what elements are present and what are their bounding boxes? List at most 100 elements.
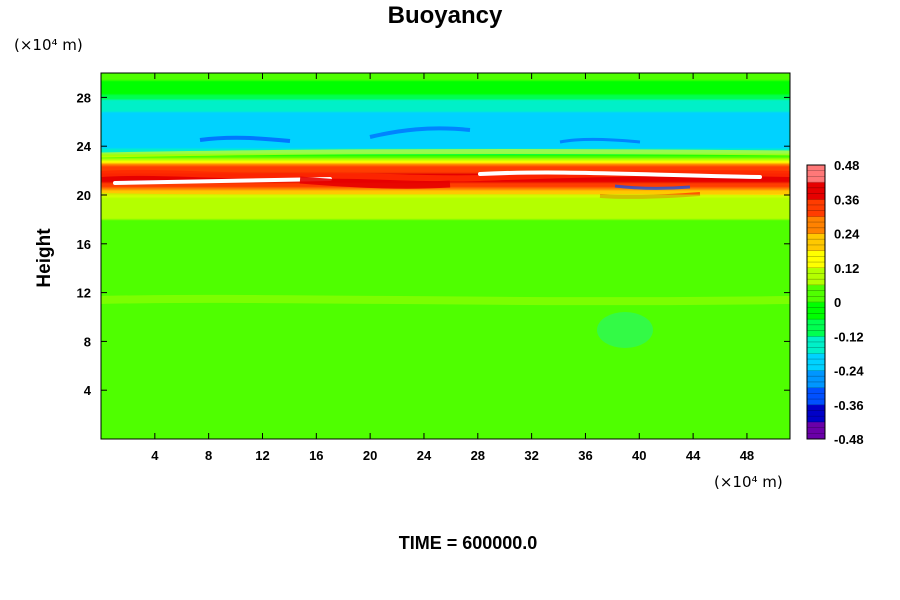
heatmap-band — [101, 94, 790, 99]
heatmap-band — [101, 382, 790, 387]
heatmap-band — [101, 202, 790, 206]
heatmap-band — [101, 216, 790, 221]
heatmap-band — [101, 380, 790, 384]
heatmap-band — [101, 436, 790, 439]
heatmap-band — [101, 158, 790, 162]
heatmap-band — [101, 90, 790, 94]
heatmap-band — [101, 417, 790, 421]
heatmap-band — [101, 399, 790, 404]
x-tick-label: 44 — [686, 448, 701, 463]
x-tick-label: 20 — [363, 448, 377, 463]
heatmap-band — [101, 260, 790, 265]
heatmap-band — [101, 387, 790, 391]
heatmap-band — [101, 114, 790, 118]
heatmap-band — [101, 358, 790, 362]
dark-blue-streak-a — [199, 135, 291, 143]
heatmap-band — [101, 141, 790, 145]
heatmap-band — [101, 424, 790, 428]
heatmap-band — [101, 426, 790, 431]
heatmap-band — [101, 368, 790, 372]
heatmap-band — [101, 270, 790, 274]
colorbar-tick-label: 0 — [834, 295, 841, 310]
heatmap-band — [101, 407, 790, 411]
colorbar-tick-label: 0.24 — [834, 227, 860, 242]
heatmap-band — [101, 421, 790, 426]
heatmap-band — [101, 160, 790, 165]
heatmap-band — [101, 392, 790, 396]
heatmap-band — [101, 273, 790, 277]
x-tick-label: 40 — [632, 448, 646, 463]
heatmap-band — [101, 390, 790, 394]
heatmap-band — [101, 212, 790, 216]
heatmap-band — [101, 131, 790, 135]
heatmap-band — [101, 226, 790, 230]
heatmap-band — [101, 153, 790, 157]
colorbar-swatch — [807, 302, 825, 320]
heatmap-band — [101, 404, 790, 409]
x-tick-label: 48 — [740, 448, 754, 463]
heatmap-band — [101, 275, 790, 279]
heatmap-band — [101, 409, 790, 413]
colorbar-swatch — [807, 404, 825, 423]
heatmap-band — [101, 299, 790, 304]
heatmap-band — [101, 219, 790, 223]
heatmap-band — [101, 370, 790, 374]
heatmap-band — [101, 353, 790, 357]
buoyancy-features — [101, 126, 790, 348]
warm-layer-12 — [101, 294, 790, 306]
colorbar-tick-label: 0.36 — [834, 192, 859, 207]
colorbar-tick-label: -0.36 — [834, 398, 864, 413]
colorbar-swatch — [807, 233, 825, 251]
heatmap-band — [101, 168, 790, 172]
heatmap-band — [101, 314, 790, 318]
heatmap-band — [101, 187, 790, 191]
heatmap-band — [101, 324, 790, 328]
heatmap-band — [101, 346, 790, 350]
heatmap-band — [101, 282, 790, 287]
y-tick-label: 4 — [84, 383, 92, 398]
heatmap-band — [101, 209, 790, 213]
colorbar-tick-label: -0.48 — [834, 432, 864, 447]
colorbar-tick-label: -0.24 — [834, 364, 864, 379]
heatmap-band — [101, 321, 790, 326]
heatmap-band — [101, 224, 790, 228]
heatmap-band — [101, 238, 790, 243]
x-tick-label: 28 — [471, 448, 485, 463]
x-tick-label: 12 — [255, 448, 269, 463]
heatmap-band — [101, 199, 790, 204]
heatmap-band — [101, 312, 790, 316]
y-unit-label: (×10⁴ m) — [14, 36, 83, 54]
y-tick-label: 12 — [77, 286, 91, 301]
colorbar-swatch — [807, 267, 825, 286]
heatmap-band — [101, 297, 790, 301]
heatmap-band — [101, 302, 790, 306]
colorbar-swatch — [807, 353, 825, 371]
x-tick-label: 36 — [578, 448, 592, 463]
heatmap-band — [101, 295, 790, 299]
heatmap-band — [101, 341, 790, 345]
colorbar-swatch — [807, 250, 825, 269]
heatmap-band — [101, 104, 790, 108]
heatmap-band — [101, 207, 790, 211]
plot-frame — [100, 72, 791, 440]
heatmap-band — [101, 385, 790, 389]
heatmap-band — [101, 129, 790, 133]
heatmap-band — [101, 263, 790, 267]
colorbar-swatch — [807, 421, 825, 440]
heatmap-band — [101, 73, 790, 77]
heatmap-band — [101, 243, 790, 248]
x-axis-ticks: 4 8 12 16 20 24 28 32 36 40 44 48 — [151, 73, 754, 463]
heatmap-band — [101, 414, 790, 418]
heatmap-band — [101, 85, 790, 89]
x-unit-label: (×10⁴ m) — [714, 473, 783, 491]
heatmap-band — [101, 277, 790, 282]
colorbar-tick-label: -0.12 — [834, 329, 864, 344]
heatmap-band — [101, 419, 790, 423]
heatmap-band — [101, 190, 790, 194]
chart-title: Buoyancy — [388, 2, 503, 29]
heatmap-band — [101, 136, 790, 140]
y-tick-label: 24 — [77, 139, 92, 154]
heatmap-band — [101, 236, 790, 240]
heatmap-band — [101, 285, 790, 289]
